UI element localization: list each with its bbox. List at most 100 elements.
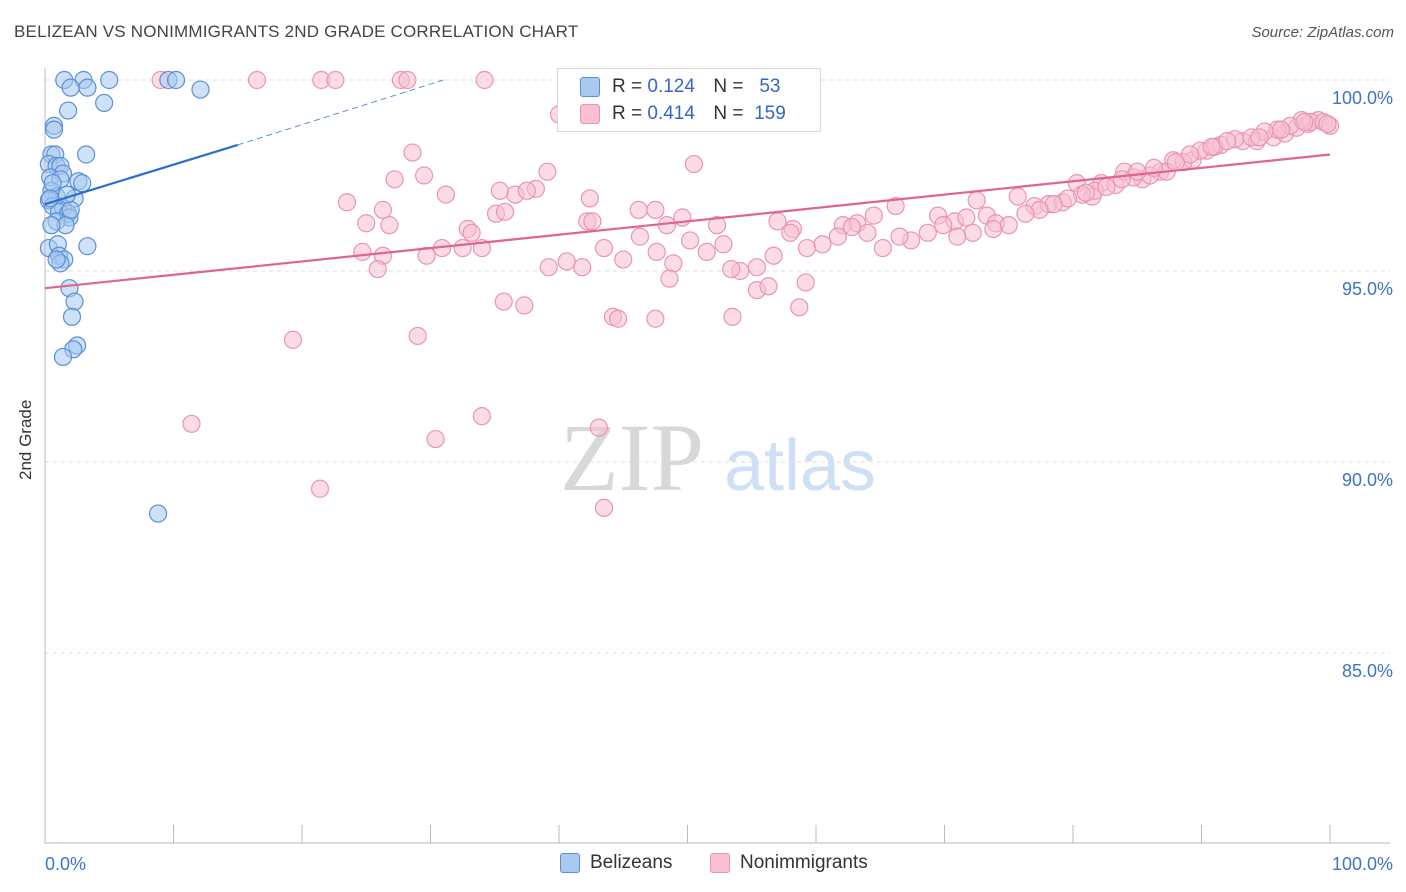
nonimmigrants-point <box>373 200 393 219</box>
belizeans-point <box>61 200 80 219</box>
nonimmigrants-point <box>797 238 817 258</box>
nonimmigrants-point <box>629 200 648 219</box>
nonimmigrants-point <box>589 418 608 437</box>
nonimmigrants-point <box>385 170 404 189</box>
nonimmigrants-point <box>436 185 456 204</box>
tick-labels: 85.0% 90.0% 95.0% 100.0% 0.0% 100.0% <box>45 88 1393 874</box>
nonimmigrants-point <box>918 223 937 242</box>
nonimmigrants-point <box>475 70 494 90</box>
nonimmigrants-point <box>614 250 633 269</box>
nonimmigrants-r-value: 0.414 <box>647 103 695 124</box>
belizeans-point <box>191 80 210 99</box>
nonimmigrants-point <box>967 191 986 210</box>
nonimmigrants-point <box>1272 120 1291 139</box>
nonimmigrants-point <box>873 238 892 258</box>
nonimmigrants-point <box>453 238 472 258</box>
nonimmigrants-point <box>1112 170 1131 189</box>
nonimmigrants-point <box>999 216 1018 235</box>
nonimmigrants-point <box>984 219 1003 239</box>
nonimmigrants-point <box>1097 177 1116 197</box>
belizeans-point <box>47 250 66 269</box>
nonimmigrants-point <box>957 208 976 227</box>
nonimmigrants-point <box>1166 153 1185 172</box>
nonimmigrants-point <box>697 242 716 261</box>
nonimmigrants-point <box>182 414 201 433</box>
nonimmigrants-point <box>337 193 357 212</box>
nonimmigrants-point <box>283 330 303 349</box>
nonimmigrants-point <box>380 216 399 235</box>
nonimmigrants-point <box>557 252 576 271</box>
nonimmigrants-point <box>462 223 481 242</box>
nonimmigrants-point <box>886 196 905 216</box>
belizeans-point <box>77 145 96 164</box>
nonimmigrants-point <box>403 143 422 162</box>
x-tick-label-min: 0.0% <box>45 854 86 874</box>
nonimmigrants-swatch <box>580 104 600 124</box>
nonimmigrants-point <box>398 70 417 90</box>
nonimmigrants-point <box>495 202 515 221</box>
y-tick-label: 95.0% <box>1342 279 1393 299</box>
nonimmigrants-point <box>680 231 700 250</box>
nonimmigrants-point <box>1016 204 1035 223</box>
axes <box>44 68 1390 844</box>
nonimmigrants-point <box>310 479 330 498</box>
source-label: Source: ZipAtlas.com <box>1251 24 1394 41</box>
nonimmigrants-point <box>414 166 434 185</box>
n-label: N = <box>713 76 744 97</box>
nonimmigrants-point <box>609 309 628 328</box>
x-tick-label-max: 100.0% <box>1332 854 1393 874</box>
nonimmigrants-point <box>707 216 727 235</box>
nonimmigrants-point <box>594 498 614 517</box>
nonimmigrants-point <box>747 258 766 277</box>
r-label: R = <box>612 76 643 97</box>
belizeans-point <box>65 292 84 311</box>
nonimmigrants-point <box>781 223 800 242</box>
belizeans-points <box>39 70 210 523</box>
nonimmigrants-point <box>247 70 267 90</box>
nonimmigrants-point <box>353 242 372 261</box>
belizeans-point <box>62 307 82 326</box>
nonimmigrants-point <box>1318 114 1337 134</box>
nonimmigrants-point <box>594 238 614 258</box>
nonimmigrants-point <box>723 307 742 326</box>
belizeans-legend-label: Belizeans <box>590 852 673 873</box>
nonimmigrants-n-value: 159 <box>754 103 786 124</box>
nonimmigrants-point <box>948 227 967 246</box>
belizeans-point <box>42 216 61 235</box>
nonimmigrants-point <box>494 292 513 311</box>
nonimmigrants-point <box>858 223 877 242</box>
nonimmigrants-point <box>813 235 832 254</box>
nonimmigrants-point <box>1076 183 1095 202</box>
nonimmigrants-point <box>934 216 953 235</box>
nonimmigrants-point <box>538 162 557 181</box>
chart-title: BELIZEAN VS NONIMMIGRANTS 2ND GRADE CORR… <box>14 22 579 41</box>
belizeans-point <box>44 120 64 139</box>
nonimmigrants-point <box>684 154 704 174</box>
belizeans-point <box>148 504 168 523</box>
nonimmigrants-point <box>630 227 650 246</box>
nonimmigrants-point <box>426 429 445 449</box>
belizeans-trend-extension <box>237 79 444 146</box>
nonimmigrants-point <box>357 214 376 233</box>
belizeans-r-value: 0.124 <box>647 76 695 97</box>
nonimmigrants-point <box>790 298 809 317</box>
y-tick-label: 100.0% <box>1332 88 1393 108</box>
nonimmigrants-point <box>842 217 862 237</box>
nonimmigrants-point <box>368 259 387 279</box>
bottom-legend-nonimmigrants: Nonimmigrants <box>710 852 868 874</box>
nonimmigrants-point <box>1295 112 1314 132</box>
legend-row-nonimmigrants: R = 0.414 N = 159 <box>580 102 786 126</box>
nonimmigrants-point <box>1250 128 1269 147</box>
nonimmigrants-trend-line <box>44 153 1331 290</box>
nonimmigrants-point <box>539 258 558 277</box>
belizeans-point <box>59 101 78 120</box>
nonimmigrants-point <box>1202 137 1221 156</box>
y-tick-label: 85.0% <box>1342 661 1393 681</box>
r-label: R = <box>612 103 643 124</box>
nonimmigrants-point <box>796 273 815 292</box>
belizeans-point <box>53 347 73 367</box>
nonimmigrants-point <box>759 277 778 296</box>
belizeans-point <box>78 237 97 256</box>
nonimmigrants-point <box>722 259 741 279</box>
